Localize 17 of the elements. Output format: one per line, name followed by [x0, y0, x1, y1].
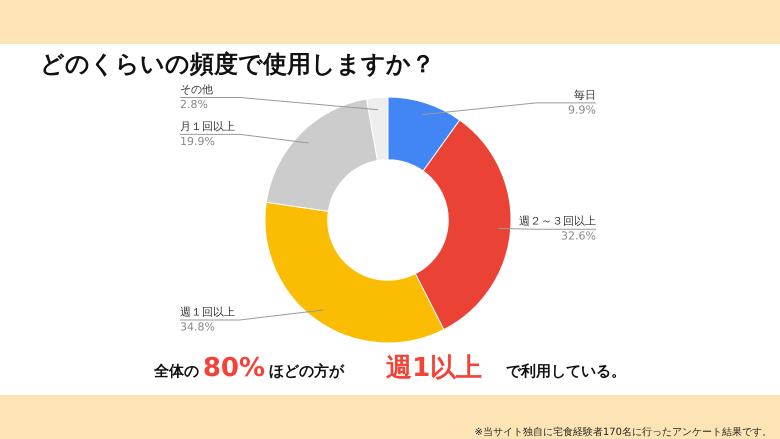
- data-label: 19.9%: [180, 134, 215, 148]
- text: 全体の: [154, 362, 199, 381]
- data-label: 34.8%: [180, 320, 215, 334]
- text: 週1以上: [386, 352, 482, 385]
- slice-label: 週２～３回以上: [519, 214, 596, 228]
- slice-label: 毎日: [574, 88, 596, 102]
- slice-label: 月１回以上: [180, 120, 235, 133]
- text: ほどの方が: [269, 362, 344, 381]
- slice-label: その他: [180, 82, 213, 96]
- text: で利用している。: [506, 362, 626, 381]
- data-label: 2.8%: [180, 98, 208, 111]
- data-label: 9.9%: [568, 103, 596, 116]
- chart-title: どのくらいの頻度で使用しますか？: [40, 49, 435, 80]
- data-label: 32.6%: [561, 230, 596, 243]
- slice-label: 週１回以上: [180, 305, 235, 318]
- text: 80%: [202, 353, 266, 383]
- text: ※当サイト独自に宅食経験者170名に行ったアンケート結果です。: [474, 426, 772, 439]
